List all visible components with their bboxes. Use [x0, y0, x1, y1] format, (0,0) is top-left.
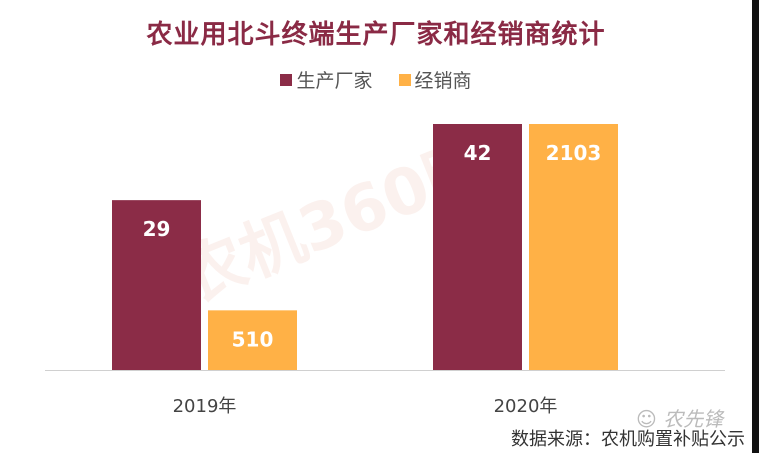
legend-swatch [280, 73, 293, 86]
chart-title: 农业用北斗终端生产厂家和经销商统计 [146, 20, 606, 50]
legend: 生产厂家 经销商 [0, 66, 752, 93]
data-label: 2103 [546, 141, 602, 165]
bar-1-0 [208, 310, 297, 370]
source-note: 数据来源：农机购置补贴公示 [511, 429, 745, 450]
legend-item-dealers: 经销商 [398, 66, 472, 93]
edge-strip [752, 0, 759, 453]
legend-swatch [398, 73, 411, 86]
x-tick-label: 2020年 [494, 396, 558, 417]
bar-1-1 [529, 124, 618, 370]
data-label: 42 [464, 141, 492, 165]
data-label: 29 [143, 217, 171, 241]
bar-0-0 [112, 200, 201, 370]
legend-label: 生产厂家 [296, 70, 373, 92]
legend-label: 经销商 [414, 70, 472, 92]
bar-0-1 [433, 124, 522, 370]
legend-item-manufacturers: 生产厂家 [280, 66, 372, 93]
data-label: 510 [232, 327, 274, 351]
logo: ☺ 农先锋 [636, 407, 724, 431]
x-tick-label: 2019年 [173, 396, 237, 417]
